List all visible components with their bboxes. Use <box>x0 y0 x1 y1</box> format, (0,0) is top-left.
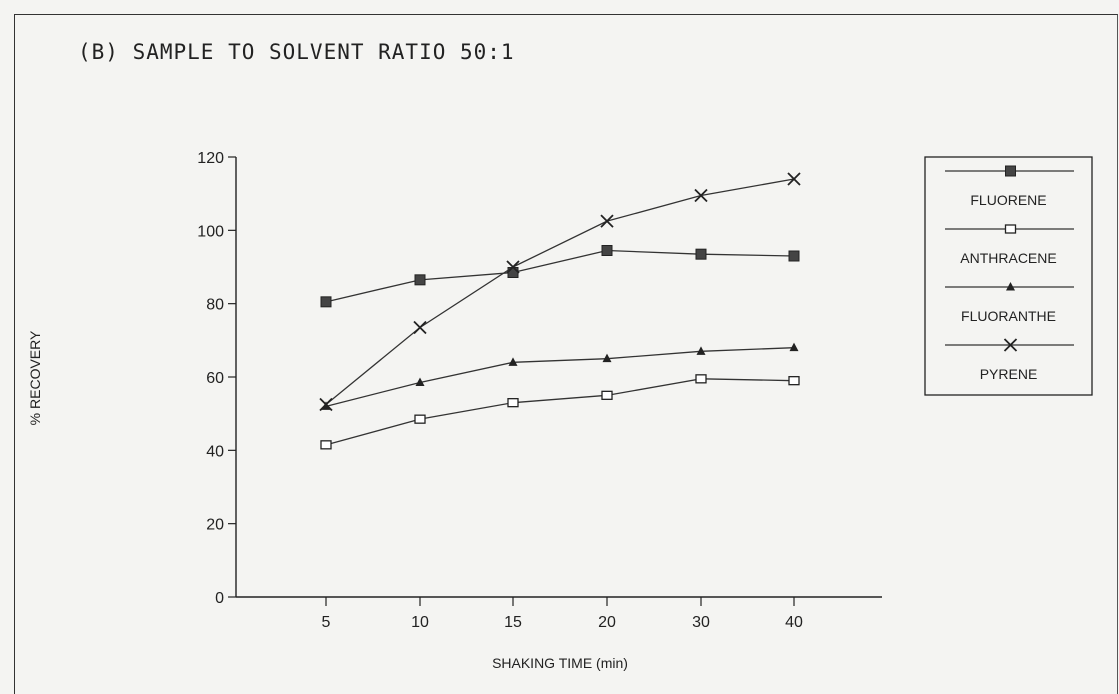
data-point <box>1006 282 1015 291</box>
x-tick-label: 5 <box>322 614 331 631</box>
y-tick-label: 0 <box>215 590 224 607</box>
y-tick-label: 60 <box>206 370 224 387</box>
y-tick-label: 20 <box>206 517 224 534</box>
y-tick-label: 120 <box>197 150 224 167</box>
data-point <box>600 214 614 228</box>
data-point <box>414 274 426 286</box>
series-line <box>325 178 795 406</box>
data-point <box>506 260 520 274</box>
chart-frame <box>14 14 1118 694</box>
chart-title: (B) SAMPLE TO SOLVENT RATIO 50:1 <box>78 40 515 64</box>
data-point <box>320 440 332 450</box>
data-point <box>413 320 427 335</box>
legend-label: ANTHRACENE <box>960 250 1056 266</box>
axes: 0 20 40 60 80 100 120 5 10 15 20 30 40 SHAKING TIME (… <box>27 150 882 671</box>
data-point <box>696 346 706 355</box>
data-point <box>694 188 708 203</box>
series-line <box>325 249 795 303</box>
data-point <box>1004 224 1017 234</box>
legend: FLUORENE ANTHRACENE FLUORANTHE PYRENE <box>924 156 1093 396</box>
y-axis-label: % RECOVERY <box>27 330 43 425</box>
data-point <box>695 248 707 260</box>
series-pyrene <box>319 172 801 412</box>
x-tick-label: 30 <box>692 614 710 631</box>
y-tick-label: 100 <box>197 223 224 240</box>
x-tick-label: 10 <box>411 614 429 631</box>
data-point <box>601 390 613 400</box>
series-fluoranthe <box>321 342 799 410</box>
x-tick-label: 40 <box>785 614 803 631</box>
series-line <box>325 347 795 407</box>
data-point <box>788 376 800 386</box>
data-point <box>695 374 707 384</box>
data-point <box>602 353 612 363</box>
data-point <box>788 250 800 262</box>
legend-label: PYRENE <box>980 366 1038 382</box>
series-anthracene <box>320 374 800 450</box>
legend-label: FLUORENE <box>970 192 1046 208</box>
data-point <box>1003 338 1018 352</box>
series-line <box>325 378 795 446</box>
data-point <box>1005 165 1016 177</box>
legend-label: FLUORANTHE <box>961 308 1056 324</box>
legend-box <box>924 156 1093 396</box>
data-point <box>414 414 426 424</box>
series-layer <box>319 172 801 450</box>
x-tick-label: 20 <box>598 614 616 631</box>
y-tick-label: 80 <box>206 297 224 314</box>
data-point <box>508 357 518 366</box>
data-point <box>319 397 333 412</box>
data-point <box>415 377 425 386</box>
y-tick-label: 40 <box>206 443 224 460</box>
data-point <box>601 245 613 256</box>
data-point <box>320 296 332 308</box>
data-point <box>507 398 519 408</box>
x-axis-label: SHAKING TIME (min) <box>492 655 628 671</box>
data-point <box>789 342 799 352</box>
data-point <box>787 172 801 186</box>
series-fluorene <box>320 245 800 308</box>
x-tick-label: 15 <box>504 614 522 631</box>
